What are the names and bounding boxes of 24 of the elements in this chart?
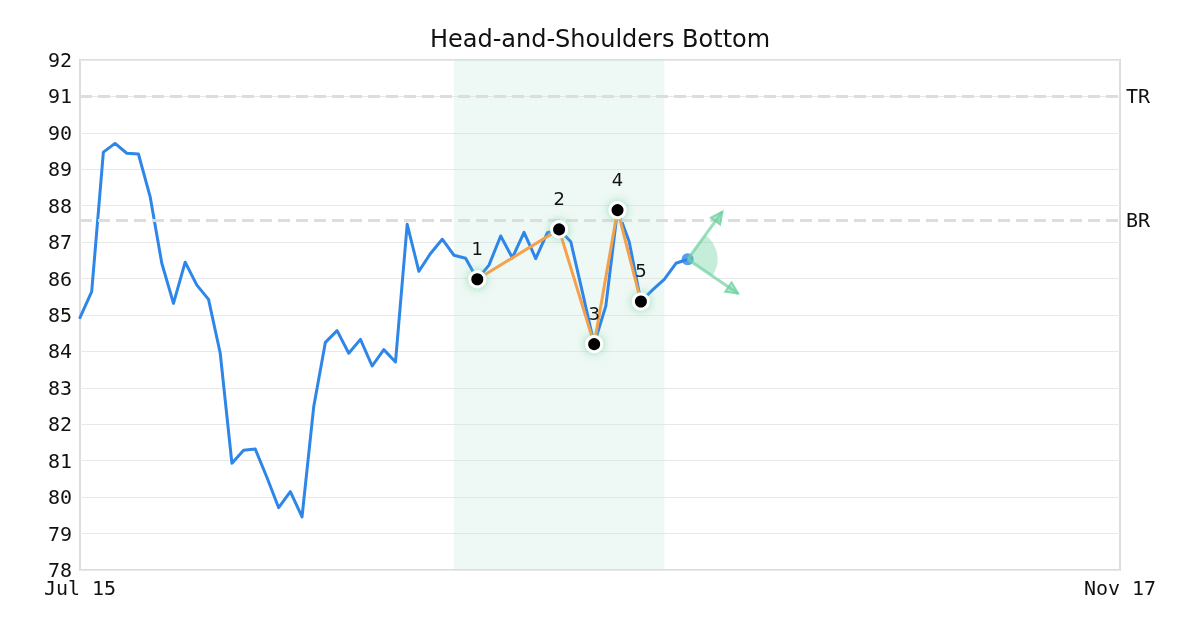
x-tick-label: Jul 15 (43, 576, 117, 600)
y-tick-label: 79 (47, 521, 72, 546)
y-tick-label: 88 (47, 193, 72, 218)
annotation: 4 (611, 168, 624, 190)
annotation: 1 (471, 237, 484, 259)
y-tick-label: 87 (47, 230, 72, 255)
y-tick-label: 90 (47, 120, 72, 145)
ref-line-label: TR (1126, 84, 1152, 109)
y-tick-label: 91 (47, 84, 72, 109)
y-tick-label: 89 (47, 157, 72, 182)
x-tick-label: Nov 17 (1083, 576, 1157, 600)
y-tick-label: 85 (47, 303, 72, 327)
ref-line-label: BR (1126, 208, 1152, 233)
annotation: 2 (553, 187, 565, 209)
y-tick-label: 82 (47, 412, 72, 437)
annotation: 3 (588, 302, 600, 324)
y-tick-label: 84 (47, 339, 72, 364)
y-tick-label: 80 (47, 485, 72, 510)
annotation: 5 (635, 260, 647, 282)
y-tick-label: 81 (47, 448, 72, 473)
chart-title: Head-and-Shoulders Bottom (429, 25, 771, 53)
y-tick-label: 86 (47, 266, 72, 291)
y-tick-label: 83 (47, 375, 72, 400)
y-tick-label: 92 (47, 48, 72, 72)
